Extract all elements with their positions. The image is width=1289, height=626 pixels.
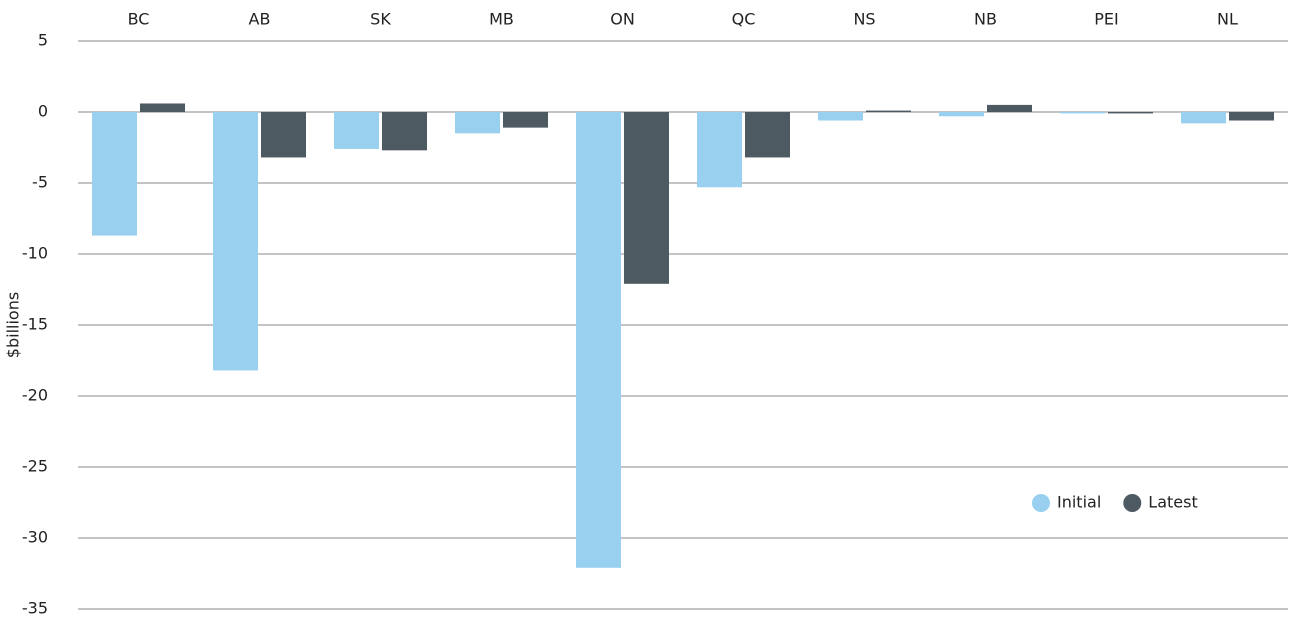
bar	[334, 112, 379, 149]
legend-label: Latest	[1148, 493, 1197, 512]
y-tick-label: 0	[38, 102, 48, 121]
y-tick-label: -25	[22, 457, 48, 476]
x-tick-label: NS	[853, 10, 875, 29]
x-tick-label: SK	[370, 10, 391, 29]
bar	[92, 112, 137, 236]
x-tick-label: NL	[1217, 10, 1238, 29]
y-tick-label: -5	[32, 173, 48, 192]
y-tick-label: -35	[22, 599, 48, 618]
y-axis-label: $billions	[4, 292, 23, 358]
bar	[624, 112, 669, 284]
y-tick-label: -15	[22, 315, 48, 334]
y-tick-label: 5	[38, 31, 48, 50]
x-tick-label: AB	[249, 10, 271, 29]
y-tick-label: -30	[22, 528, 48, 547]
x-tick-label: MB	[489, 10, 514, 29]
x-tick-label: PEI	[1094, 10, 1118, 29]
x-tick-label: QC	[732, 10, 756, 29]
bar	[1181, 112, 1226, 124]
bar	[576, 112, 621, 568]
bar	[987, 104, 1032, 112]
legend-label: Initial	[1057, 493, 1101, 512]
bar	[866, 110, 911, 112]
legend-swatch	[1123, 494, 1142, 512]
bar	[745, 112, 790, 158]
bar	[1060, 112, 1105, 114]
bar	[697, 112, 742, 188]
y-tick-label: -10	[22, 244, 48, 263]
x-tick-label: NB	[974, 10, 997, 29]
x-tick-label: ON	[610, 10, 635, 29]
bar	[140, 103, 185, 112]
bar	[1229, 112, 1274, 121]
bar	[818, 112, 863, 121]
x-tick-label: BC	[128, 10, 150, 29]
legend-swatch	[1032, 494, 1050, 512]
bar	[213, 112, 258, 371]
bar	[1108, 112, 1153, 114]
bar	[261, 112, 306, 158]
bar	[939, 112, 984, 117]
bar	[503, 112, 548, 128]
bar	[455, 112, 500, 134]
y-tick-label: -20	[22, 386, 48, 405]
bar	[382, 112, 427, 151]
